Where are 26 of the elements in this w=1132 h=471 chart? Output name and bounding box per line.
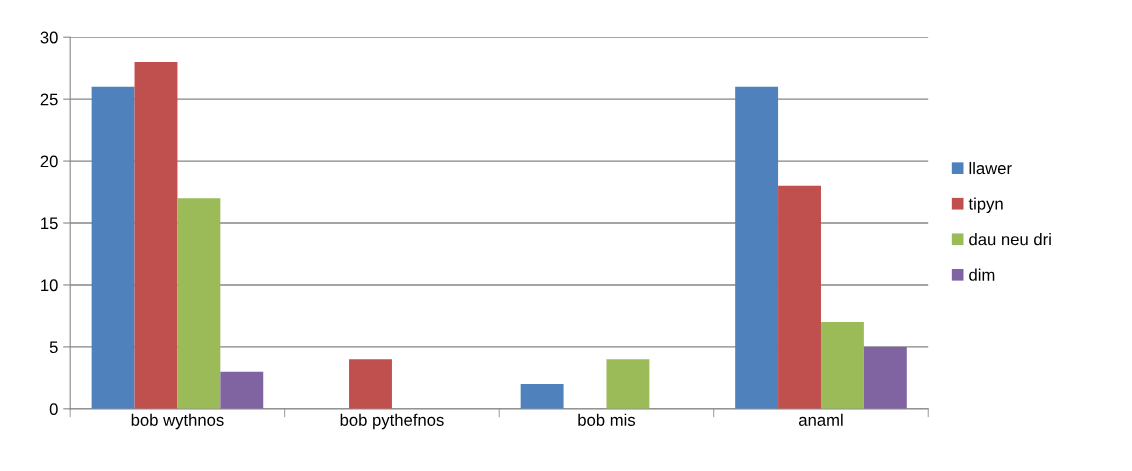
legend-label: dim: [969, 268, 995, 281]
bar: [220, 371, 264, 409]
legend-label: tipyn: [968, 197, 1003, 214]
bar: [91, 86, 135, 409]
bar: [606, 359, 650, 409]
bar: [863, 346, 907, 409]
y-tick-label: 5: [49, 341, 58, 354]
x-tick-label: anaml: [799, 413, 843, 426]
y-tick-label: 0: [49, 403, 58, 416]
x-tick-label: bob wythnos: [131, 413, 224, 430]
y-tick-label: 15: [41, 217, 58, 230]
bar: [349, 359, 392, 409]
y-tick-label: 20: [40, 155, 58, 168]
bar: [735, 86, 779, 409]
bar: [177, 198, 221, 409]
bar: [520, 384, 564, 409]
bar: [820, 322, 864, 409]
x-tick-label: bob mis: [578, 413, 636, 426]
legend-label: llawer: [969, 161, 1012, 175]
x-tick-label: bob pythefnos: [340, 413, 444, 430]
y-tick-label: 30: [40, 31, 58, 44]
y-tick-label: 10: [41, 279, 58, 292]
y-tick-label: 25: [40, 93, 58, 106]
bar: [778, 185, 821, 409]
legend-label: dau neu dri: [969, 233, 1051, 246]
bar: [134, 61, 178, 409]
